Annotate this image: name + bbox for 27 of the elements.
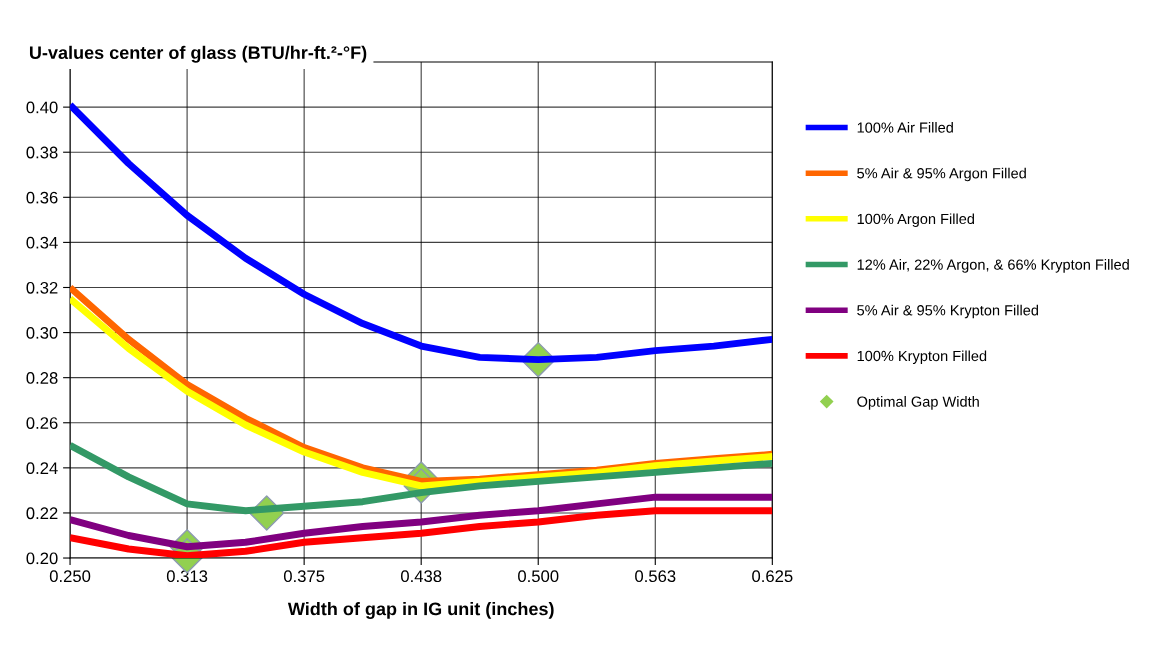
y-tick-label: 0.40	[26, 101, 58, 114]
y-tick-label: 0.28	[26, 372, 58, 384]
y-tick-label: 0.22	[26, 507, 58, 520]
x-axis-title: Width of gap in IG unit (inches)	[287, 602, 554, 619]
x-tick-label: 0.625	[752, 570, 793, 583]
legend-label: 12% Air, 22% Argon, & 66% Krypton Filled	[857, 259, 1129, 273]
y-tick-label: 0.24	[26, 462, 58, 475]
x-tick-label: 0.438	[400, 570, 442, 583]
x-tick-label: 0.500	[518, 570, 559, 583]
x-tick-label: 0.375	[283, 570, 325, 583]
y-tick-label: 0.32	[26, 281, 58, 294]
y-tick-label: 0.36	[26, 191, 58, 204]
y-tick-label: 0.26	[26, 417, 58, 429]
x-tick-label: 0.563	[635, 570, 676, 583]
x-tick-label: 0.313	[166, 570, 208, 583]
x-tick-label: 0.250	[49, 570, 91, 583]
y-tick-label: 0.34	[26, 236, 58, 249]
y-axis-title: U-values center of glass (BTU/hr-ft.²-°F)	[29, 45, 367, 63]
legend-label: 5% Air & 95% Krypton Filled	[857, 304, 1039, 319]
legend-label: 5% Air & 95% Argon Filled	[857, 167, 1026, 182]
y-tick-label: 0.38	[26, 146, 58, 159]
y-tick-label: 0.20	[26, 552, 58, 565]
y-tick-label: 0.30	[26, 326, 58, 339]
legend-label: 100% Air Filled	[857, 122, 953, 133]
legend-label: 100% Krypton Filled	[857, 350, 987, 365]
legend-label: Optimal Gap Width	[857, 396, 979, 410]
legend-label: 100% Argon Filled	[857, 213, 974, 227]
